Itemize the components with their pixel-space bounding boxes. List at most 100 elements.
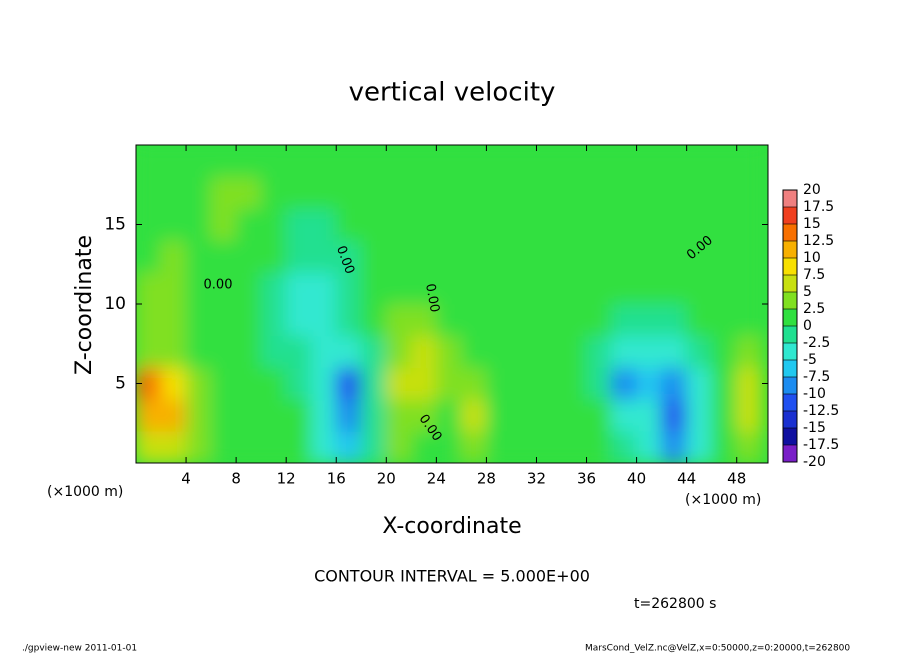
field-cell — [611, 208, 638, 241]
chart-title: vertical velocity — [349, 78, 556, 108]
field-cell — [686, 239, 713, 273]
field-cell — [285, 176, 312, 210]
colorbar-swatch — [783, 292, 797, 309]
field-cell — [535, 335, 563, 369]
y-tick-label: 10 — [104, 294, 126, 314]
field-cell — [160, 239, 187, 273]
field-cell — [410, 430, 437, 463]
field-cell — [310, 398, 337, 432]
field-cell — [460, 145, 487, 178]
colorbar-swatch — [783, 326, 797, 343]
field-cell — [535, 271, 563, 305]
colorbar-label: 7.5 — [803, 267, 825, 283]
field-cell — [611, 145, 638, 178]
colorbar-label: -7.5 — [803, 369, 830, 385]
field-cell — [485, 176, 512, 210]
colorbar-swatch — [783, 190, 797, 207]
field-cell — [335, 303, 362, 337]
field-cell — [310, 430, 337, 463]
field-cell — [485, 430, 512, 463]
field-cell — [611, 303, 638, 337]
field-cell — [485, 367, 512, 400]
field-cell — [285, 271, 312, 305]
field-cell — [360, 208, 387, 241]
overlay: 4 8 12 16 20 24 28 32 36 40 44 4851015-20-17.5-15-1… — [104, 144, 839, 488]
x-tick-label: 44 — [677, 470, 696, 488]
field-cell — [686, 430, 713, 463]
field-cell — [260, 303, 287, 337]
field-cell — [210, 398, 237, 432]
field-cell — [260, 208, 287, 241]
colorbar-label: -2.5 — [803, 335, 830, 351]
field-cell — [160, 208, 187, 241]
field-cell — [711, 367, 738, 400]
field-cell — [310, 176, 337, 210]
field-cell — [561, 145, 588, 178]
x-tick-label: 36 — [577, 470, 596, 488]
field-cell — [510, 271, 537, 305]
field-cell — [385, 145, 412, 178]
field-cell — [636, 430, 663, 463]
field-cell — [736, 335, 763, 369]
field-cell — [711, 430, 738, 463]
field-cell — [686, 398, 713, 432]
colorbar-swatch — [783, 428, 797, 445]
field-cell — [335, 398, 362, 432]
field-cell — [335, 271, 362, 305]
field-cell — [661, 303, 688, 337]
field-cell — [510, 335, 537, 369]
field-cell — [285, 208, 312, 241]
field-cell — [360, 303, 387, 337]
field-cell — [736, 239, 763, 273]
colorbar-label: 2.5 — [803, 301, 825, 317]
colorbar-label: 20 — [803, 182, 821, 198]
field-cell — [410, 176, 437, 210]
field-cell — [636, 271, 663, 305]
field-cell — [736, 367, 763, 400]
field-cell — [686, 208, 713, 241]
field-cell — [160, 303, 187, 337]
field-cell — [160, 271, 187, 305]
field-cell — [485, 239, 512, 273]
field-cell — [611, 367, 638, 400]
colorbar-label: -17.5 — [803, 437, 839, 453]
field-cell — [310, 239, 337, 273]
field-cell — [636, 335, 663, 369]
field-cell — [235, 145, 262, 178]
colorbar-label: 10 — [803, 250, 821, 266]
field-cell — [410, 335, 437, 369]
field-cell — [210, 271, 237, 305]
colorbar-swatch — [783, 445, 797, 462]
x-tick-label: 4 — [181, 470, 191, 488]
field-cell — [360, 367, 387, 400]
colorbar-swatch — [783, 309, 797, 326]
field-cell — [485, 335, 512, 369]
x-tick-label: 8 — [231, 470, 241, 488]
field-cell — [360, 335, 387, 369]
plot-area — [136, 145, 768, 463]
field-cell — [460, 367, 487, 400]
y-axis-label: Z-coordinate — [72, 235, 97, 375]
field-cell — [510, 208, 537, 241]
colorbar-label: -12.5 — [803, 403, 839, 419]
field-cell — [335, 145, 362, 178]
field-cell — [561, 271, 588, 305]
field-cell — [185, 367, 212, 400]
field-cell — [686, 271, 713, 305]
field-cell — [210, 430, 237, 463]
field-cell — [260, 367, 287, 400]
field-cell — [661, 335, 688, 369]
field-cell — [561, 303, 588, 337]
field-cell — [611, 176, 638, 210]
colorbar-label: -20 — [803, 454, 826, 470]
field-cell — [235, 176, 262, 210]
field-cell — [385, 176, 412, 210]
field-cell — [185, 239, 212, 273]
field-cell — [711, 208, 738, 241]
field-cell — [410, 398, 437, 432]
field-cell — [285, 398, 312, 432]
field-cell — [385, 208, 412, 241]
colorbar-swatch — [783, 207, 797, 224]
field-cell — [686, 176, 713, 210]
field-cell — [335, 208, 362, 241]
